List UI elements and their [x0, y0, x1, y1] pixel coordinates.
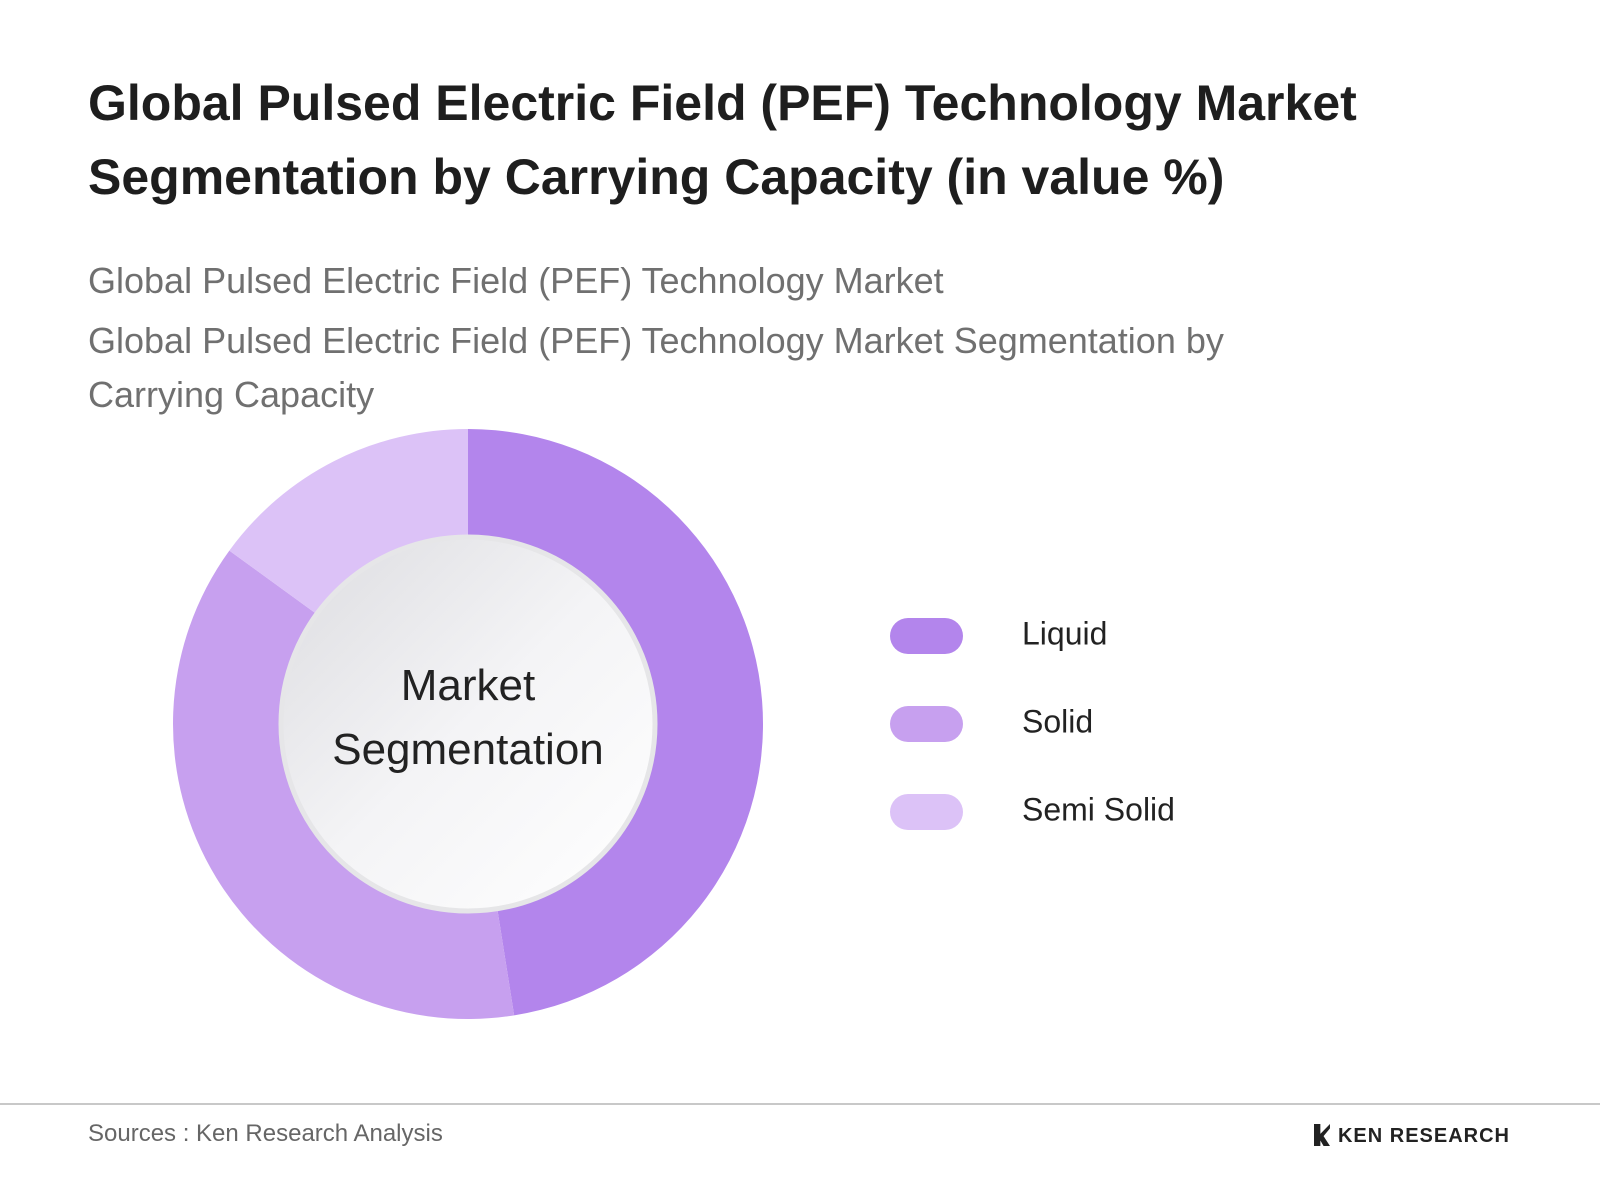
- subtitle: Global Pulsed Electric Field (PEF) Techn…: [88, 260, 944, 301]
- chart-title: Global Pulsed Electric Field (PEF) Techn…: [88, 75, 1357, 205]
- subtitle: Global Pulsed Electric Field (PEF) Techn…: [88, 320, 1224, 415]
- legend-swatch: [890, 794, 963, 830]
- legend: Liquid Solid Semi Solid: [890, 615, 1175, 830]
- legend-label: Solid: [1022, 703, 1093, 739]
- source: Sources : Ken Research Analysis: [88, 1120, 443, 1147]
- legend-swatch: [890, 618, 963, 654]
- legend-label: Liquid: [1022, 615, 1107, 651]
- center-label: Market Segmentation: [332, 661, 604, 774]
- legend-swatch: [890, 706, 963, 742]
- legend-label: Semi Solid: [1022, 791, 1175, 827]
- brand: KEN RESEARCH: [1314, 1124, 1510, 1148]
- divider: [0, 1103, 1600, 1105]
- subtitles: Global Pulsed Electric Field (PEF) Techn…: [88, 254, 1338, 428]
- center-disc: [278, 534, 658, 914]
